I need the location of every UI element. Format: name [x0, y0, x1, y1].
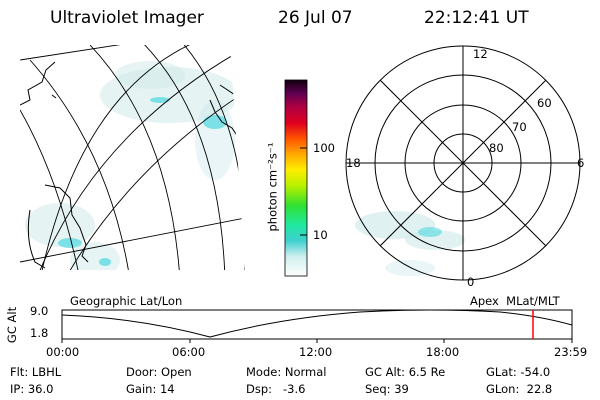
- strip-xtick-1800: 18:00: [426, 345, 460, 359]
- info-dsp: Dsp: -3.6: [246, 382, 306, 396]
- strip-xtick-0000: 00:00: [46, 345, 80, 359]
- info-ip: IP: 36.0: [10, 382, 54, 396]
- geographic-map: [20, 45, 245, 270]
- time-label: 22:12:41 UT: [424, 8, 529, 28]
- date-label: 26 Jul 07: [278, 8, 353, 28]
- geographic-caption: Geographic Lat/Lon: [70, 294, 183, 308]
- mlt-label-6: 6: [577, 156, 585, 170]
- mlt-label-12: 12: [473, 47, 488, 61]
- mlat-label-80: 80: [489, 141, 504, 155]
- info-glat: GLat: -54.0: [486, 365, 551, 379]
- strip-xtick-2359: 23:59: [554, 345, 588, 359]
- strip-ymin: 1.8: [30, 326, 49, 340]
- info-gain: Gain: 14: [126, 382, 175, 396]
- mlt-label-18: 18: [346, 156, 361, 170]
- altitude-strip: [61, 309, 573, 343]
- apex-caption: Apex MLat/MLT: [470, 294, 560, 308]
- strip-ylabel: GC Alt: [5, 306, 20, 344]
- aurora-emission-left: [25, 61, 240, 270]
- colorbar: [284, 79, 308, 277]
- colorbar-tick-10: 10: [313, 228, 328, 242]
- app-title: Ultraviolet Imager: [50, 8, 204, 28]
- coastlines: [20, 61, 241, 269]
- strip-xtick-0600: 06:00: [172, 345, 206, 359]
- info-mode: Mode: Normal: [246, 365, 327, 379]
- colorbar-unit-label: photon cm⁻²s⁻¹: [265, 142, 280, 232]
- strip-ymax: 9.0: [30, 304, 49, 318]
- mlat-label-60: 60: [537, 96, 552, 110]
- info-gc-alt: GC Alt: 6.5 Re: [365, 365, 446, 379]
- strip-xtick-1200: 12:00: [299, 345, 333, 359]
- info-filter: Flt: LBHL: [10, 365, 62, 379]
- info-door: Door: Open: [126, 365, 192, 379]
- mlt-label-0: 0: [467, 275, 475, 289]
- info-glon: GLon: 22.8: [486, 382, 553, 396]
- apex-polar-plot: [345, 45, 581, 281]
- colorbar-tick-100: 100: [313, 141, 335, 155]
- info-seq: Seq: 39: [365, 382, 409, 396]
- mlat-label-70: 70: [512, 120, 527, 134]
